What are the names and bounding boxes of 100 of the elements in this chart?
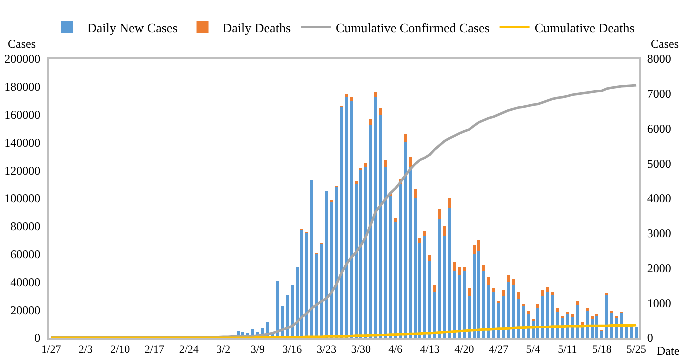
bar (453, 262, 456, 272)
bar (468, 288, 471, 296)
y2-tick-label: 3000 (647, 226, 672, 241)
bar (408, 158, 412, 167)
y2-tick-label: 2000 (647, 261, 672, 276)
y-tick-label: 40000 (10, 275, 41, 290)
x-tick-label: 3/30 (351, 344, 372, 356)
bar (502, 290, 506, 296)
x-tick-label: 4/27 (489, 344, 510, 356)
bar (424, 236, 427, 338)
bar (374, 92, 378, 98)
y2-tick-label: 1000 (647, 296, 672, 310)
bar (522, 306, 525, 338)
y2-tick-label: 8000 (647, 52, 672, 66)
x-tick-label: 5/18 (592, 344, 612, 356)
bar (522, 304, 525, 306)
x-tick-label: 4/20 (454, 344, 475, 356)
x-tick-label: 5/4 (526, 344, 541, 356)
bar (315, 254, 318, 338)
bar (404, 142, 407, 338)
bar (497, 300, 500, 304)
bar (551, 292, 554, 296)
bar (306, 233, 309, 338)
bar (394, 222, 398, 338)
bar (492, 292, 496, 338)
x-tick-label: 2/17 (144, 344, 165, 356)
bar (576, 306, 580, 338)
y-tick-label: 180000 (4, 80, 41, 94)
bar (546, 287, 550, 293)
bar (571, 314, 574, 318)
y2-tick-label: 6000 (647, 122, 672, 136)
bar (335, 187, 338, 338)
bar (635, 328, 638, 338)
bar (428, 260, 432, 338)
bar (448, 198, 452, 209)
bar (492, 288, 496, 292)
bar (350, 97, 353, 101)
bar (310, 180, 314, 338)
bar (546, 292, 550, 338)
bar (497, 303, 500, 338)
y-tick-label: 100000 (4, 192, 41, 206)
bar (586, 308, 589, 312)
bar (512, 286, 516, 338)
bar (418, 238, 422, 244)
bar (344, 97, 348, 338)
bar (428, 255, 432, 261)
bar (542, 290, 545, 296)
bar (507, 274, 510, 282)
bar (354, 181, 358, 184)
bar (606, 296, 609, 338)
bar (360, 168, 363, 170)
bar (551, 295, 554, 338)
bar (458, 268, 462, 275)
y2-tick-label: 0 (647, 331, 654, 346)
bar (462, 268, 466, 272)
y-tick-label: 120000 (4, 164, 41, 178)
y-tick-label: 0 (34, 331, 41, 346)
line-series (50, 324, 638, 338)
y-tick-label: 20000 (10, 303, 41, 318)
bar (438, 209, 442, 220)
bar (512, 279, 516, 286)
x-tick-label: 2/10 (110, 344, 131, 356)
bar (438, 219, 442, 338)
x-tick-label: 4/6 (388, 344, 404, 356)
bar (433, 292, 436, 338)
bar (424, 231, 427, 237)
y-tick-label: 60000 (10, 248, 41, 262)
bar (344, 94, 348, 98)
bar (462, 272, 466, 338)
legend-label: Daily New Cases (88, 20, 178, 36)
bar (374, 97, 378, 338)
x-tick-label: 5/25 (626, 344, 647, 356)
y2-tick-label: 4000 (647, 192, 672, 206)
x-tick-label: 3/2 (216, 344, 231, 356)
bar (517, 292, 520, 300)
x-tick-label: 5/11 (558, 344, 578, 356)
bar (276, 282, 280, 338)
bar (394, 218, 398, 223)
bar (517, 300, 520, 338)
bar (370, 119, 373, 125)
y-axis-title: Cases (8, 37, 36, 51)
bar (443, 226, 446, 237)
y-tick-label: 200000 (4, 52, 41, 66)
x-tick-label: 1/27 (42, 344, 62, 356)
bar (542, 296, 545, 338)
bar (526, 311, 530, 314)
x-tick-label: 2/3 (78, 344, 94, 356)
bar (404, 134, 407, 143)
bar (453, 271, 456, 338)
bar (433, 285, 436, 292)
y2-tick-label: 7000 (647, 87, 672, 102)
bar (600, 331, 604, 338)
x-tick-label: 3/23 (317, 344, 338, 356)
legend-label: Daily Deaths (222, 20, 291, 36)
bar (482, 271, 486, 338)
x-tick-label: 2/24 (179, 344, 200, 356)
y2-tick-label: 5000 (647, 156, 672, 171)
y2-axis-title: Cases (651, 37, 680, 51)
bar (580, 322, 584, 326)
bar (379, 114, 382, 338)
